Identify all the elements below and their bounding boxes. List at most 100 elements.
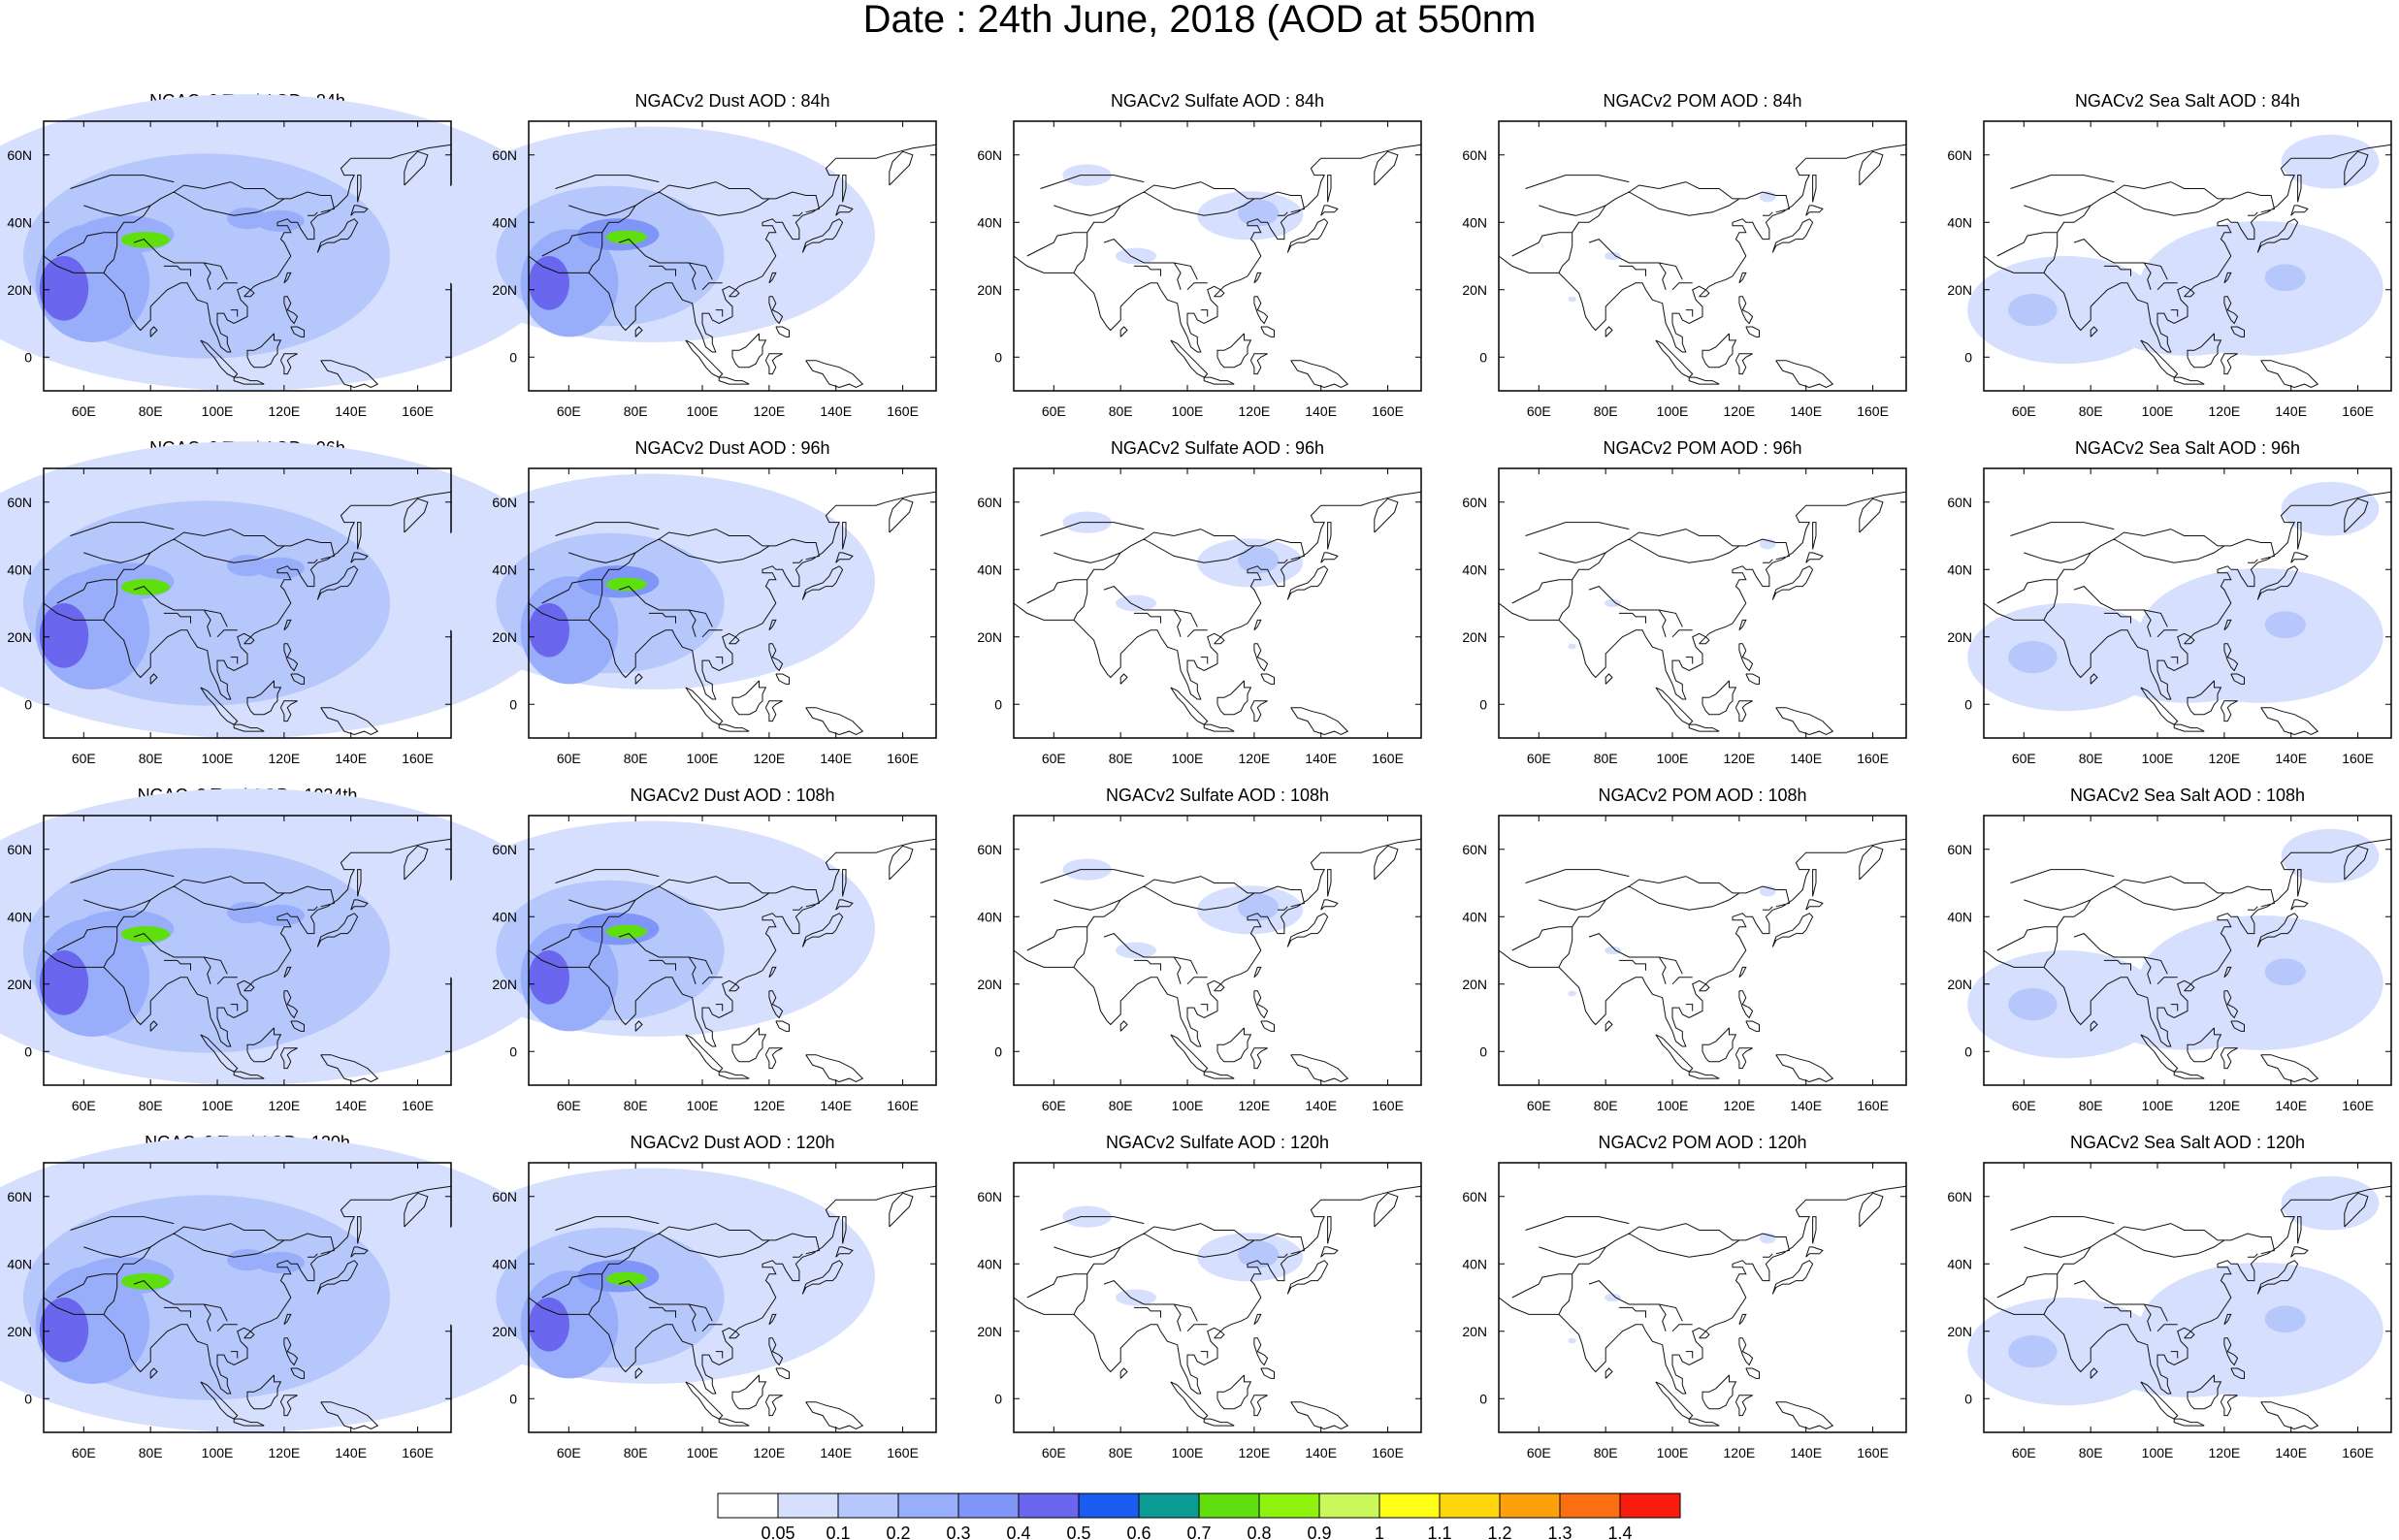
- lon-tick-label: 120E: [2209, 751, 2241, 766]
- lon-tick-label: 160E: [2342, 403, 2374, 419]
- lat-tick-label: 20N: [7, 1324, 32, 1339]
- lon-tick-label: 120E: [269, 1445, 301, 1460]
- lon-tick-label: 100E: [1657, 403, 1689, 419]
- lat-tick-label: 60N: [7, 842, 32, 857]
- coastline: [528, 1185, 937, 1430]
- figure-title: Date : 24th June, 2018 (AOD at 550nm: [862, 0, 1537, 41]
- lon-tick-label: 160E: [1372, 403, 1404, 419]
- map-frame: [1013, 1162, 1422, 1433]
- aod-shading: [1238, 199, 1279, 227]
- lon-tick-label: 140E: [335, 403, 367, 419]
- lat-tick-label: 40N: [1947, 561, 1972, 577]
- lon-tick-label: 60E: [1042, 751, 1066, 766]
- lat-tick-label: 60N: [1947, 495, 1972, 510]
- map-panel: 60E 80E 100E 120E 140E 160E 60N 40N 20N 0: [977, 120, 1422, 419]
- lat-tick-label: 40N: [7, 561, 32, 577]
- colorbar-box: [1619, 1492, 1681, 1519]
- lon-tick-label: 80E: [2079, 1445, 2103, 1460]
- lon-tick-label: 140E: [335, 751, 367, 766]
- aod-shading: [605, 924, 647, 939]
- lon-tick-label: 120E: [754, 403, 786, 419]
- lon-tick-label: 160E: [1372, 1445, 1404, 1460]
- colorbar-box: [1499, 1492, 1561, 1519]
- lon-tick-label: 100E: [202, 1445, 234, 1460]
- panel-title: NGACv2 POM AOD : 96h: [1603, 438, 1802, 458]
- coastline: [528, 838, 937, 1083]
- lon-tick-label: 120E: [2209, 403, 2241, 419]
- map-frame: [1498, 467, 1907, 739]
- colorbar-box: [1378, 1492, 1441, 1519]
- lon-tick-label: 80E: [1594, 1445, 1618, 1460]
- lat-tick-label: 40N: [1947, 909, 1972, 924]
- map-panel: 60E 80E 100E 120E 140E 160E 60N 40N 20N 0: [1462, 815, 1907, 1113]
- lat-tick-label: 20N: [1947, 977, 1972, 992]
- lon-tick-label: 140E: [2275, 1098, 2307, 1113]
- lon-tick-label: 140E: [820, 1445, 852, 1460]
- lon-tick-label: 100E: [1657, 1098, 1689, 1113]
- lon-tick-label: 80E: [624, 751, 648, 766]
- aod-shading: [120, 231, 171, 248]
- lat-tick-label: 60N: [492, 842, 517, 857]
- lat-tick-label: 20N: [1947, 1324, 1972, 1339]
- lon-tick-label: 100E: [687, 751, 719, 766]
- lon-tick-label: 60E: [1527, 751, 1551, 766]
- lat-tick-label: 20N: [492, 1324, 517, 1339]
- lon-tick-label: 80E: [1109, 1098, 1133, 1113]
- colorbar-label: 1.4: [1607, 1524, 1632, 1540]
- aod-shading: [1605, 598, 1621, 608]
- lon-tick-label: 60E: [1042, 403, 1066, 419]
- aod-shading: [1605, 251, 1621, 261]
- map-panel: 60E 80E 100E 120E 140E 160E 60N 40N 20N 0: [977, 1162, 1422, 1460]
- aod-shading: [2008, 640, 2058, 674]
- colorbar-box: [1258, 1492, 1320, 1519]
- lat-tick-label: 20N: [1462, 629, 1487, 645]
- colorbar-label: 1: [1375, 1524, 1384, 1540]
- lon-tick-label: 160E: [402, 403, 434, 419]
- lon-tick-label: 80E: [2079, 1098, 2103, 1113]
- lon-tick-label: 120E: [1724, 1445, 1756, 1460]
- aod-shading: [255, 904, 305, 926]
- aod-shading: [2264, 1305, 2306, 1333]
- aod-shading: [1605, 1293, 1621, 1302]
- lon-tick-label: 120E: [269, 403, 301, 419]
- map-panel: 60E 80E 100E 120E 140E 160E 60N 40N 20N 0: [1462, 1162, 1907, 1460]
- lon-tick-label: 100E: [687, 1098, 719, 1113]
- lon-tick-label: 120E: [2209, 1098, 2241, 1113]
- colorbar-label: 0.1: [826, 1524, 850, 1540]
- lon-tick-label: 140E: [1305, 403, 1337, 419]
- lat-tick-label: 60N: [7, 147, 32, 163]
- lon-tick-label: 120E: [754, 751, 786, 766]
- lat-tick-label: 60N: [1462, 495, 1487, 510]
- lon-tick-label: 120E: [1239, 1098, 1271, 1113]
- lon-tick-label: 60E: [1527, 1445, 1551, 1460]
- lon-tick-label: 100E: [687, 403, 719, 419]
- aod-shading: [39, 1298, 89, 1363]
- lon-tick-label: 160E: [2342, 1098, 2374, 1113]
- aod-shading: [120, 925, 171, 943]
- lon-tick-label: 100E: [1172, 1445, 1204, 1460]
- lon-tick-label: 140E: [1790, 403, 1822, 419]
- panel-title: NGACv2 Sea Salt AOD : 120h: [2069, 1133, 2306, 1152]
- lon-tick-label: 120E: [2209, 1445, 2241, 1460]
- lat-tick-label: 0: [1964, 1391, 1972, 1406]
- aod-shading: [1568, 1337, 1576, 1344]
- aod-shading: [120, 578, 171, 595]
- lon-tick-label: 140E: [820, 403, 852, 419]
- map-frame: [528, 1162, 937, 1433]
- lat-tick-label: 0: [1479, 1391, 1487, 1406]
- lat-tick-label: 0: [1964, 1043, 1972, 1059]
- lon-tick-label: 120E: [754, 1445, 786, 1460]
- map-panel: 60E 80E 100E 120E 140E 160E 60N 40N 20N 0: [1947, 467, 2392, 766]
- lon-tick-label: 100E: [687, 1445, 719, 1460]
- aod-shading: [255, 1251, 305, 1273]
- map-panel: 60E 80E 100E 120E 140E 160E 60N 40N 20N 0: [977, 467, 1422, 766]
- colorbar-label: 0.5: [1066, 1524, 1090, 1540]
- lat-tick-label: 0: [1964, 349, 1972, 365]
- map-panel: 60E 80E 100E 120E 140E 160E 60N 40N 20N 0: [427, 1162, 937, 1460]
- lon-tick-label: 80E: [1594, 1098, 1618, 1113]
- lat-tick-label: 40N: [977, 1256, 1002, 1271]
- aod-shading: [2008, 1334, 2058, 1368]
- colorbar-label: 1.1: [1427, 1524, 1451, 1540]
- lat-tick-label: 60N: [1462, 147, 1487, 163]
- aod-shading: [1605, 946, 1621, 955]
